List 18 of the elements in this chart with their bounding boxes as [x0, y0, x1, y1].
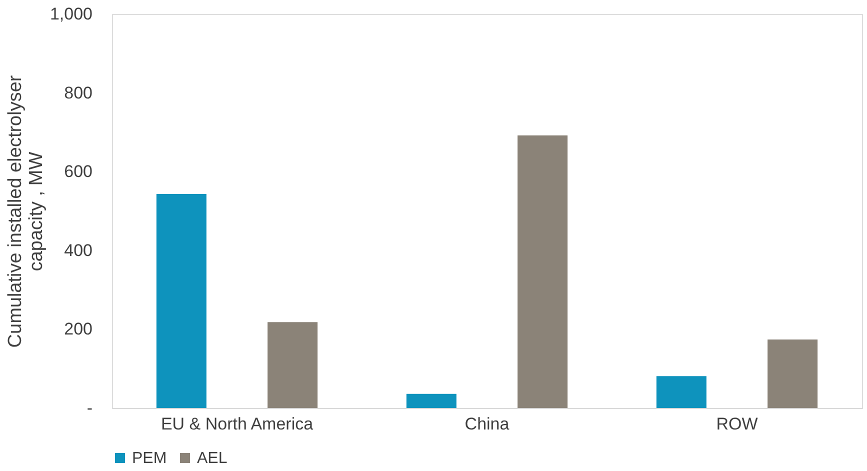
- bar: [156, 194, 206, 408]
- y-tick-label: 600: [64, 162, 92, 182]
- x-tick-label: ROW: [716, 414, 758, 434]
- y-tick-label: 800: [64, 83, 92, 102]
- y-tick-label: 200: [64, 320, 92, 339]
- bar: [768, 339, 818, 408]
- x-tick-label: China: [464, 414, 510, 434]
- bar: [656, 376, 706, 408]
- y-tick-label: 400: [64, 240, 92, 260]
- bar: [268, 322, 318, 408]
- bar: [406, 394, 456, 408]
- legend-label: AEL: [197, 450, 228, 467]
- y-tick-label: 1,000: [50, 4, 92, 24]
- y-tick-label: -: [86, 398, 92, 418]
- bar: [518, 135, 568, 408]
- legend-label: PEM: [132, 450, 167, 467]
- y-axis-title: Cumulative installed electrolyser capacity , MW: [4, 74, 47, 348]
- x-tick-label: EU & North America: [160, 414, 314, 434]
